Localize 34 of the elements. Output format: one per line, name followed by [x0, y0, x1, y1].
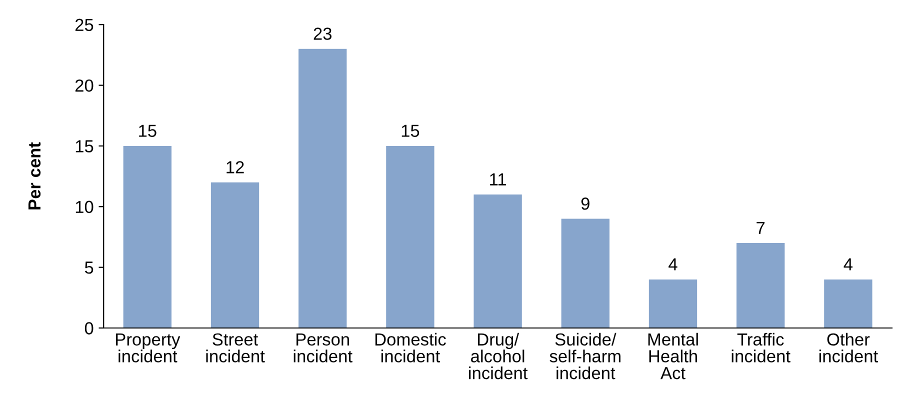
bar — [474, 194, 522, 328]
x-tick-label: Domestic incident — [375, 332, 446, 362]
data-label: 9 — [581, 197, 590, 210]
data-label: 11 — [490, 173, 506, 186]
y-tick-label: 25 — [75, 18, 94, 32]
x-tick-label: Property incident — [116, 334, 180, 362]
y-tick-label: 20 — [75, 79, 94, 92]
y-tick-label: 5 — [84, 262, 94, 274]
bar — [210, 182, 260, 328]
data-label: 7 — [756, 222, 765, 234]
x-tick-label: Street incident — [206, 333, 265, 362]
y-tick-label: 10 — [76, 200, 94, 214]
x-tick-label: Drug/ alcohol incident — [469, 332, 528, 380]
y-tick-label: 0 — [84, 322, 94, 334]
data-label: 15 — [139, 124, 156, 137]
y-tick-label: 15 — [76, 140, 94, 152]
data-label: 4 — [844, 258, 853, 270]
bar — [123, 146, 172, 328]
bar — [736, 243, 785, 328]
x-tick-label: Person incident — [294, 334, 352, 362]
x-tick-label: Suicide/ self-harm incident — [550, 332, 620, 380]
data-label: 4 — [668, 258, 678, 270]
data-label: 23 — [314, 28, 332, 40]
data-label: 12 — [226, 161, 244, 174]
x-tick-label: Traffic incident — [732, 332, 790, 362]
bar — [298, 48, 347, 328]
x-tick-label: Other incident — [819, 332, 878, 362]
bar — [561, 218, 610, 328]
data-label: 15 — [402, 124, 420, 137]
y-axis-title: Per cent — [28, 142, 41, 210]
x-tick-label: Mental Health Act — [648, 332, 698, 380]
bar — [824, 279, 872, 328]
bar — [648, 279, 698, 328]
bar — [386, 146, 434, 328]
